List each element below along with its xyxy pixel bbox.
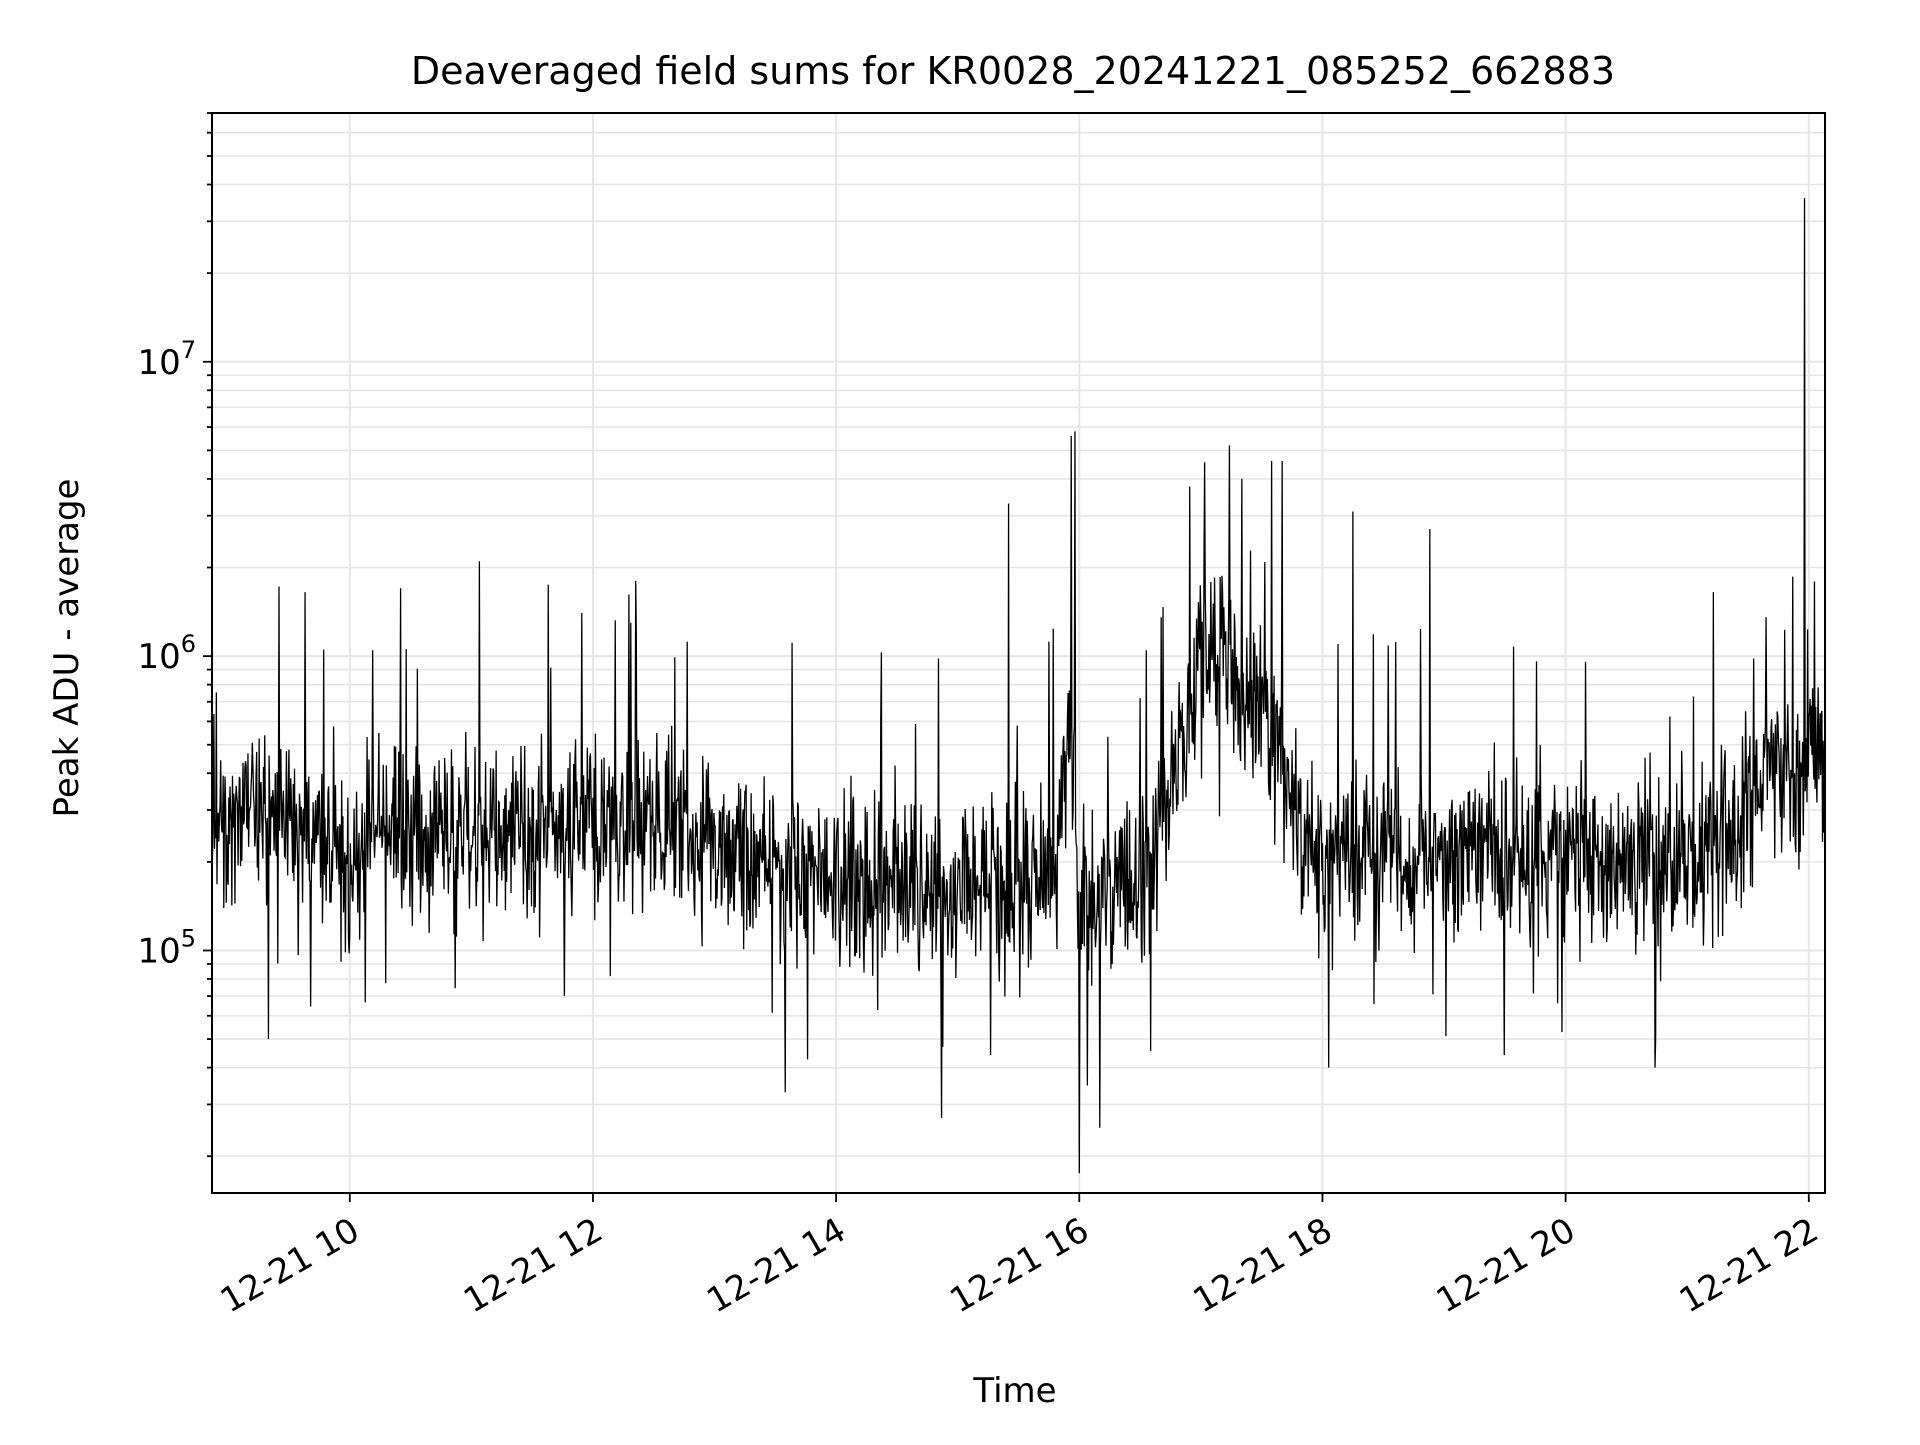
y-tick-label: 106 bbox=[137, 630, 196, 677]
series-line bbox=[211, 198, 1826, 1174]
y-axis-label: Peak ADU - average bbox=[47, 479, 87, 818]
chart-title: Deaveraged field sums for KR0028_2024122… bbox=[411, 49, 1615, 93]
y-tick-label-base: 10 bbox=[137, 637, 180, 677]
y-tick-label-base: 10 bbox=[137, 343, 180, 383]
plot-frame bbox=[211, 112, 1826, 1194]
y-tick-label-exponent: 7 bbox=[181, 336, 196, 364]
series-layer bbox=[211, 198, 1826, 1174]
y-tick-label: 105 bbox=[137, 924, 196, 971]
y-tick-label-base: 10 bbox=[137, 931, 180, 971]
y-tick-label-exponent: 6 bbox=[181, 630, 196, 658]
y-tick-label: 107 bbox=[137, 336, 196, 383]
y-tick-label-exponent: 5 bbox=[181, 924, 196, 952]
x-axis-label: Time bbox=[972, 1371, 1056, 1411]
grid bbox=[212, 112, 1825, 1193]
